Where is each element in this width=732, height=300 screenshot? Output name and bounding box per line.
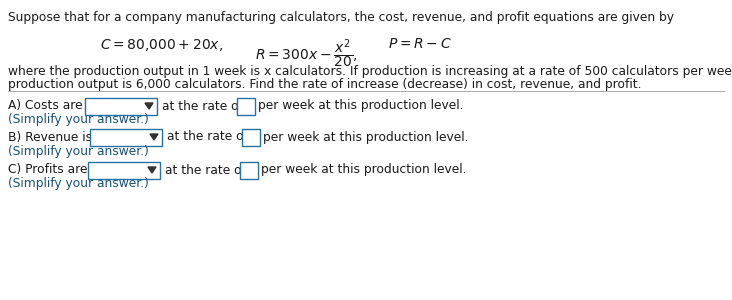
FancyBboxPatch shape	[237, 98, 255, 115]
FancyBboxPatch shape	[90, 128, 162, 146]
Text: per week at this production level.: per week at this production level.	[258, 100, 463, 112]
Text: A) Costs are: A) Costs are	[8, 100, 83, 112]
FancyBboxPatch shape	[242, 128, 260, 146]
Text: $C = 80{,}000 + 20x,$: $C = 80{,}000 + 20x,$	[100, 37, 223, 53]
Polygon shape	[148, 167, 156, 173]
FancyBboxPatch shape	[88, 161, 160, 178]
Text: where the production output in 1 week is x calculators. If production is increas: where the production output in 1 week is…	[8, 65, 732, 78]
Polygon shape	[145, 103, 153, 109]
Text: $R = 300x - \dfrac{x^2}{20},$: $R = 300x - \dfrac{x^2}{20},$	[255, 37, 358, 70]
Text: (Simplify your answer.): (Simplify your answer.)	[8, 113, 149, 127]
Text: Suppose that for a company manufacturing calculators, the cost, revenue, and pro: Suppose that for a company manufacturing…	[8, 11, 674, 24]
Text: per week at this production level.: per week at this production level.	[261, 164, 466, 176]
Text: per week at this production level.: per week at this production level.	[263, 130, 468, 143]
FancyBboxPatch shape	[240, 161, 258, 178]
Text: (Simplify your answer.): (Simplify your answer.)	[8, 145, 149, 158]
Text: at the rate of $: at the rate of $	[165, 164, 258, 176]
FancyBboxPatch shape	[85, 98, 157, 115]
Text: at the rate of $: at the rate of $	[167, 130, 260, 143]
Text: C) Profits are: C) Profits are	[8, 164, 88, 176]
Text: at the rate of $: at the rate of $	[162, 100, 255, 112]
Polygon shape	[150, 134, 158, 140]
Text: production output is 6,000 calculators. Find the rate of increase (decrease) in : production output is 6,000 calculators. …	[8, 78, 641, 91]
Text: (Simplify your answer.): (Simplify your answer.)	[8, 178, 149, 190]
Text: B) Revenue is: B) Revenue is	[8, 130, 92, 143]
Text: $P = R - C$: $P = R - C$	[388, 37, 452, 51]
